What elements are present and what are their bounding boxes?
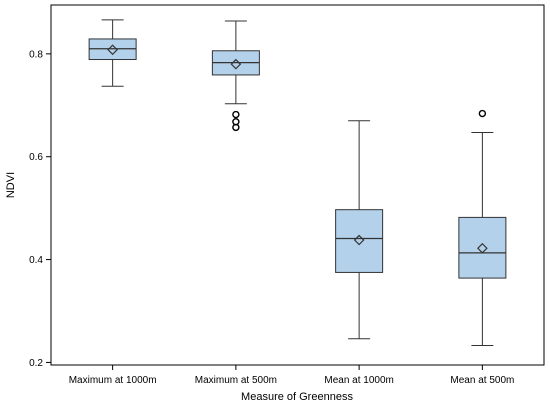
iqr-box — [458, 216, 507, 279]
outlier-point — [232, 110, 240, 119]
x-tick-label: Maximum at 500m — [195, 375, 277, 386]
outlier-point — [478, 109, 487, 118]
x-tick-label: Maximum at 1000m — [69, 375, 157, 386]
x-axis: Maximum at 1000m Maximum at 500m Mean at 1… — [69, 365, 514, 386]
mean-marker — [353, 234, 365, 246]
x-axis-title: Measure of Greenness — [241, 391, 353, 403]
plot-frame — [50, 4, 545, 366]
box-group — [335, 120, 384, 340]
x-tick-label: Mean at 500m — [450, 375, 514, 386]
box-group — [88, 19, 137, 87]
y-tick-label: 0.8 — [29, 49, 43, 60]
mean-marker — [230, 58, 242, 70]
mean-marker — [477, 242, 488, 254]
box-group — [458, 109, 507, 346]
y-tick-label: 0.6 — [29, 152, 43, 163]
y-tick-label: 0.4 — [29, 255, 43, 266]
box-group — [211, 20, 260, 132]
mean-marker — [107, 44, 118, 56]
y-axis: 0.2 0.4 0.6 0.8 — [29, 49, 51, 369]
outlier-point — [232, 123, 240, 132]
iqr-box — [335, 209, 384, 273]
y-tick-label: 0.2 — [29, 358, 43, 369]
y-axis-title: NDVI — [5, 172, 17, 198]
boxes-layer — [88, 19, 507, 346]
x-tick-label: Mean at 1000m — [324, 375, 394, 386]
